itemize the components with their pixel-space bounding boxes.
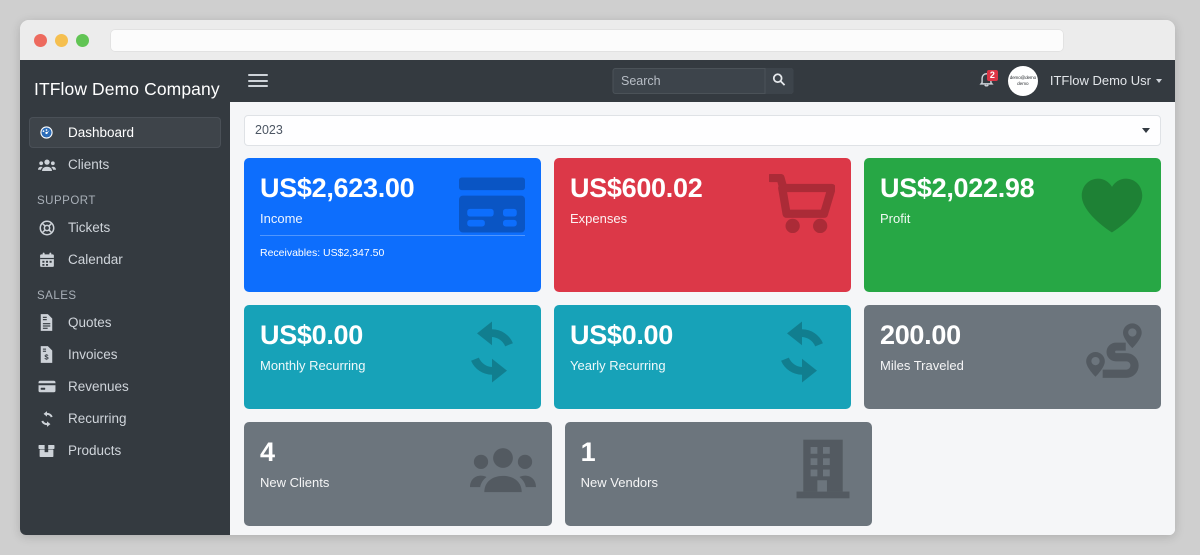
sidebar-item-tickets[interactable]: Tickets [29, 212, 221, 243]
sidebar-item-label: Clients [68, 157, 110, 172]
sidebar: ITFlow Demo Company Dashboard Clients SU… [20, 60, 230, 535]
sync-icon [459, 321, 525, 383]
sidebar-item-label: Calendar [68, 252, 123, 267]
sidebar-item-invoices[interactable]: $ Invoices [29, 339, 221, 370]
content-area: 2 demo@demo demo ITFlow Demo Usr 2023 [230, 60, 1175, 535]
stat-label: Yearly Recurring [570, 357, 666, 373]
caret-down-icon [1156, 78, 1162, 83]
avatar-line2: demo [1017, 80, 1029, 86]
sidebar-section-sales: SALES [37, 290, 77, 302]
calendar-icon [37, 252, 56, 268]
sidebar-item-calendar[interactable]: Calendar [29, 244, 221, 275]
topbar-right: 2 demo@demo demo ITFlow Demo Usr [979, 65, 1162, 96]
stat-label: Expenses [570, 210, 628, 226]
file-dollar-icon: $ [37, 346, 56, 363]
stat-label: Monthly Recurring [260, 357, 366, 373]
stat-label: Profit [880, 210, 911, 226]
stat-card-monthly-recurring[interactable]: US$0.00 Monthly Recurring [244, 304, 541, 409]
life-ring-icon [37, 220, 56, 236]
stat-card-yearly-recurring[interactable]: US$0.00 Yearly Recurring [554, 304, 851, 409]
divider [260, 234, 525, 236]
browser-titlebar [20, 20, 1175, 60]
year-filter: 2023 [244, 114, 1161, 146]
topbar: 2 demo@demo demo ITFlow Demo Usr [230, 60, 1175, 102]
stat-card-income[interactable]: US$2,623.00 Income Receivables: US$2,347… [244, 157, 541, 292]
stat-card-row: US$2,623.00 Income Receivables: US$2,347… [244, 157, 1161, 292]
sidebar-item-quotes[interactable]: Quotes [29, 307, 221, 338]
stat-card-new-vendors[interactable]: 1 New Vendors [564, 421, 873, 526]
sidebar-item-label: Products [68, 443, 122, 458]
users-icon [469, 438, 536, 500]
app-viewport: ITFlow Demo Company Dashboard Clients SU… [20, 60, 1175, 535]
search-button[interactable] [764, 67, 793, 94]
stat-card-expenses[interactable]: US$600.02 Expenses [554, 157, 851, 292]
stat-label: New Vendors [580, 474, 658, 490]
stat-card-new-clients[interactable]: 4 New Clients [244, 421, 552, 526]
sidebar-item-dashboard[interactable]: Dashboard [29, 117, 221, 148]
stat-card-row: US$0.00 Monthly Recurring US$0.00 Yearly… [244, 304, 1161, 409]
browser-window: ITFlow Demo Company Dashboard Clients SU… [20, 20, 1175, 535]
sidebar-item-clients[interactable]: Clients [29, 149, 221, 180]
user-menu-label: ITFlow Demo Usr [1049, 73, 1151, 89]
sync-icon [769, 321, 835, 383]
stat-value: 1 [580, 436, 596, 467]
box-icon [37, 443, 56, 459]
maximize-window-button[interactable] [76, 33, 89, 47]
gauge-icon [37, 125, 56, 141]
stat-label: New Clients [260, 474, 330, 490]
stat-footer: Receivables: US$2,347.50 [244, 226, 541, 269]
sidebar-item-products[interactable]: Products [29, 435, 221, 466]
search-input[interactable] [612, 67, 764, 94]
sync-icon [37, 410, 56, 427]
sidebar-section-support: SUPPORT [37, 195, 96, 207]
grid-spacer [885, 422, 1161, 526]
search-bar [612, 67, 793, 94]
sidebar-item-revenues[interactable]: Revenues [29, 371, 221, 402]
year-select[interactable]: 2023 [244, 114, 1161, 146]
notifications-button[interactable]: 2 [979, 70, 998, 90]
close-window-button[interactable] [34, 33, 47, 47]
credit-card-icon [459, 174, 525, 236]
stat-card-miles-traveled[interactable]: 200.00 Miles Traveled [864, 304, 1161, 409]
sidebar-item-label: Dashboard [68, 125, 135, 140]
stat-value: 200.00 [880, 319, 961, 350]
sidebar-item-label: Tickets [68, 220, 111, 235]
shopping-cart-icon [769, 173, 835, 236]
user-menu[interactable]: ITFlow Demo Usr [1050, 73, 1162, 88]
dashboard-page: 2023 US$2,623.00 Income Receivab [230, 102, 1175, 535]
users-icon [37, 157, 56, 173]
file-invoice-icon [37, 314, 56, 331]
search-icon [772, 73, 785, 89]
stat-footer-text: Receivables: US$2,347.50 [260, 246, 385, 259]
stat-value: US$600.02 [570, 172, 703, 203]
hamburger-icon[interactable] [248, 71, 268, 91]
stat-card-row: 4 New Clients 1 New Vendors [244, 421, 1161, 526]
building-icon [790, 438, 856, 500]
window-controls [34, 33, 89, 47]
sidebar-item-label: Recurring [68, 411, 127, 426]
avatar[interactable]: demo@demo demo [1007, 65, 1038, 96]
minimize-window-button[interactable] [55, 33, 68, 47]
sidebar-item-label: Quotes [68, 315, 112, 330]
url-bar[interactable] [110, 29, 1064, 52]
stat-card-profit[interactable]: US$2,022.98 Profit [864, 157, 1161, 292]
stat-value: US$0.00 [260, 319, 363, 350]
stat-value: US$2,022.98 [880, 172, 1035, 203]
avatar-line1: demo@demo [1009, 75, 1037, 81]
stat-value: US$2,623.00 [260, 172, 415, 203]
sidebar-item-label: Revenues [68, 379, 129, 394]
brand-title: ITFlow Demo Company [34, 79, 220, 99]
credit-card-icon [37, 379, 56, 395]
svg-text:$: $ [44, 353, 49, 362]
stat-value: US$0.00 [570, 319, 673, 350]
route-icon [1079, 321, 1145, 383]
sidebar-item-label: Invoices [68, 347, 118, 362]
stat-label: Miles Traveled [880, 357, 964, 373]
stat-value: 4 [260, 436, 275, 467]
sidebar-item-recurring[interactable]: Recurring [29, 403, 221, 434]
heart-icon [1079, 174, 1145, 236]
stat-label: Income [260, 210, 303, 226]
notification-badge: 2 [986, 70, 998, 82]
